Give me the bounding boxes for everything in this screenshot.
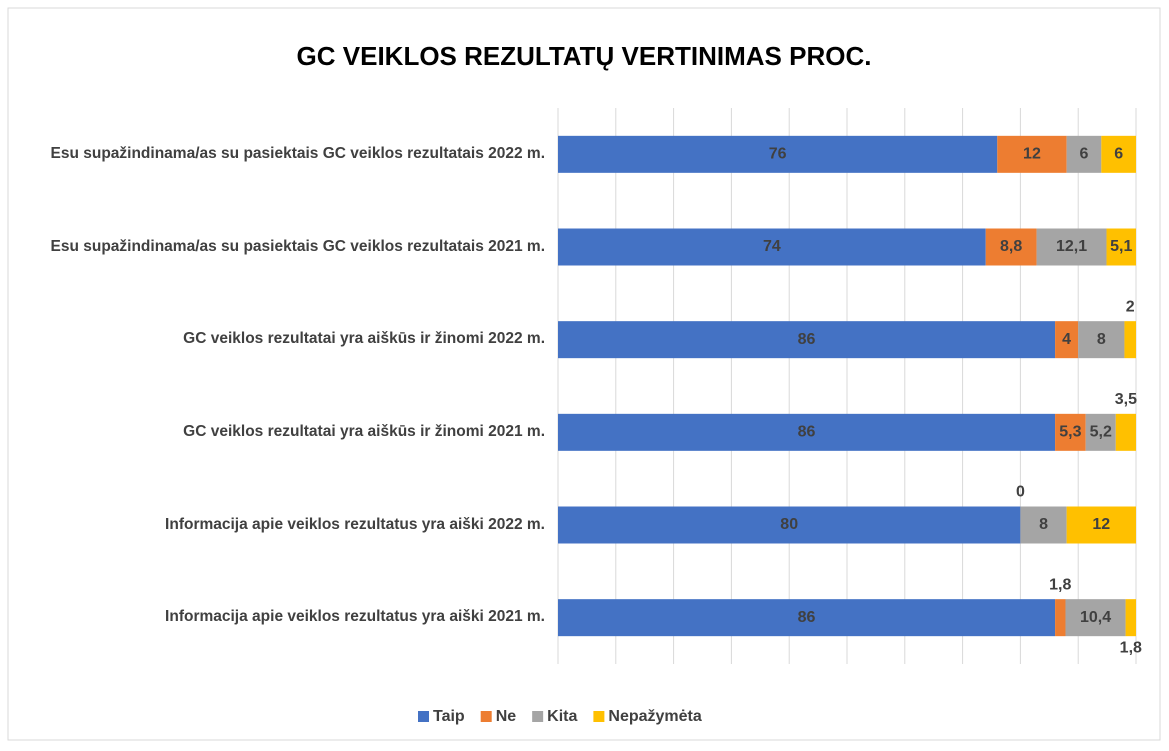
bar-segment: [1101, 135, 1136, 173]
bar-segment: [1066, 506, 1136, 544]
category-label-wrap: Esu supažindinama/as su pasiektais GC ve…: [5, 217, 546, 277]
category-label-box: Informacija apie veiklos rezultatus yra …: [5, 495, 545, 555]
value-label: 12: [1092, 516, 1110, 533]
value-label: 5,3: [1059, 424, 1081, 441]
legend-swatch: [593, 711, 605, 722]
value-label: 8: [1039, 516, 1048, 533]
category-label: Esu supažindinama/as su pasiektais GC ve…: [50, 237, 546, 255]
value-label: 8: [1097, 331, 1106, 348]
bar-segment: [997, 135, 1067, 173]
legend-label: Ne: [496, 708, 517, 725]
bar-segment: [558, 321, 1056, 359]
category-label-wrap: GC veiklos rezultatai yra aiškūs ir žino…: [5, 402, 545, 462]
category-label: Informacija apie veiklos rezultatus yra …: [165, 608, 545, 626]
legend-swatch: [532, 711, 544, 722]
value-label: 0: [1016, 484, 1025, 501]
bar-segment: [1055, 413, 1086, 451]
bar-segment: [1085, 413, 1116, 451]
category-label: Esu supažindinama/as su pasiektais GC ve…: [50, 145, 546, 163]
value-label: 2: [1126, 298, 1135, 315]
bar-segment: [558, 228, 986, 266]
category-label-box: Informacija apie veiklos rezultatus yra …: [5, 588, 545, 648]
value-label: 80: [780, 516, 798, 533]
value-label: 12,1: [1056, 238, 1087, 255]
chart-title: GC VEIKLOS REZULTATŲ VERTINIMAS PROC.: [297, 41, 872, 71]
value-label: 5,2: [1090, 424, 1112, 441]
value-label: 10,4: [1080, 609, 1111, 626]
value-label: 12: [1023, 146, 1041, 163]
legend-swatch: [418, 711, 429, 722]
bar-segment: [558, 413, 1056, 451]
category-label-box: GC veiklos rezultatai yra aiškūs ir žino…: [5, 310, 545, 370]
bar-segment: [1065, 599, 1126, 637]
value-label: 4: [1062, 331, 1071, 348]
category-label: GC veiklos rezultatai yra aiškūs ir žino…: [183, 330, 545, 348]
category-label: Informacija apie veiklos rezultatus yra …: [165, 515, 545, 533]
legend-label: Taip: [433, 708, 465, 725]
value-label: 5,1: [1110, 238, 1132, 255]
value-label: 1,8: [1049, 576, 1071, 593]
category-label: GC veiklos rezultatai yra aiškūs ir žino…: [183, 423, 545, 441]
legend-swatch: [480, 711, 492, 722]
value-label: 86: [798, 609, 816, 626]
bar-segment: [558, 135, 998, 173]
category-label-wrap: Informacija apie veiklos rezultatus yra …: [5, 495, 545, 555]
value-label: 86: [798, 331, 816, 348]
value-label: 76: [769, 146, 787, 163]
value-label: 6: [1080, 146, 1089, 163]
bar-segment: [1036, 228, 1107, 266]
value-label: 86: [798, 424, 816, 441]
value-label: 8,8: [1000, 238, 1022, 255]
bar-segment: [1115, 413, 1136, 451]
bar-segment: [558, 599, 1056, 637]
value-label: 74: [763, 238, 781, 255]
category-label-wrap: GC veiklos rezultatai yra aiškūs ir žino…: [5, 310, 545, 370]
legend-label: Kita: [547, 708, 577, 725]
category-label-wrap: Informacija apie veiklos rezultatus yra …: [5, 588, 545, 648]
bar-segment: [1125, 599, 1136, 637]
bar-segment: [1020, 506, 1067, 544]
category-label-box: Esu supažindinama/as su pasiektais GC ve…: [5, 124, 546, 184]
bar-segment: [985, 228, 1037, 266]
bar-segment: [1066, 135, 1102, 173]
bar-segment: [1055, 321, 1079, 359]
bar-segment: [1078, 321, 1125, 359]
value-label: 1,8: [1120, 639, 1142, 656]
value-label: 6: [1114, 146, 1123, 163]
category-label-box: Esu supažindinama/as su pasiektais GC ve…: [5, 217, 546, 277]
legend-label: Nepažymėta: [608, 708, 701, 725]
bar-segment: [1106, 228, 1136, 266]
category-label-wrap: Esu supažindinama/as su pasiektais GC ve…: [5, 124, 546, 184]
bar-segment: [1124, 321, 1136, 359]
bar-segment: [1055, 599, 1066, 637]
value-label: 3,5: [1115, 391, 1137, 408]
category-label-box: GC veiklos rezultatai yra aiškūs ir žino…: [5, 402, 545, 462]
bar-segment: [558, 506, 1021, 544]
